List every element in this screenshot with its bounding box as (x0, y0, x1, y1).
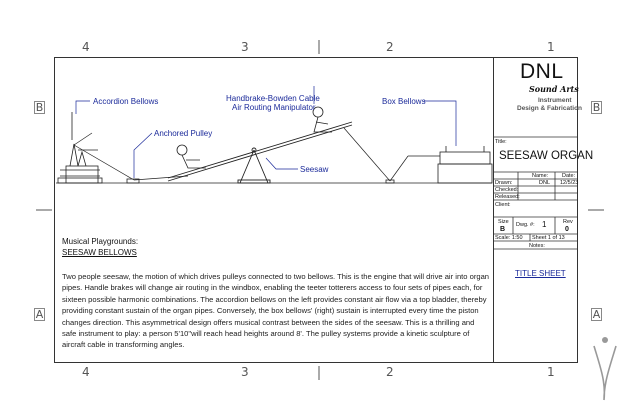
label-handbrake-line2: Air Routing Manipulator (232, 103, 316, 112)
title-value: SEESAW ORGAN (499, 150, 594, 162)
description-paragraph: Two people seesaw, the motion of which d… (62, 272, 490, 350)
sheet-text: Sheet 1 of 13 (532, 235, 565, 241)
zone-left-a: A (34, 308, 45, 321)
date-header: Date: (562, 173, 576, 179)
label-handbrake-line1: Handbrake-Bowden Cable (226, 94, 320, 103)
rev-label: Rev (563, 219, 573, 225)
client-label: Client: (495, 202, 511, 208)
company-line1: Instrument (538, 97, 572, 104)
anchored-pulley-drawing (126, 178, 140, 184)
zone-right-a: A (591, 308, 602, 321)
released-label: Released: (495, 194, 520, 200)
title-block-grid (493, 136, 578, 250)
description-subheading: SEESAW BELLOWS (62, 248, 137, 257)
box-pulley-anchor (385, 179, 395, 184)
size-label: Size (498, 219, 509, 225)
label-box-bellows: Box Bellows (382, 97, 426, 106)
pulley-cables (73, 127, 440, 182)
label-anchored-pulley: Anchored Pulley (154, 129, 213, 138)
box-bellows-drawing (437, 146, 493, 184)
dwg-label: Dwg. #: (516, 222, 535, 228)
label-accordion-bellows: Accordion Bellows (93, 97, 159, 106)
notes-label: Notes: (529, 243, 545, 249)
company-name: DNL (520, 60, 564, 83)
seesaw-drawing (167, 121, 353, 184)
drawn-name: DNL (539, 180, 551, 186)
title-block (493, 57, 578, 363)
drawn-date: 12/5/23 (560, 180, 579, 186)
accordion-bellows-drawing (57, 112, 103, 184)
drawing-frame (54, 57, 578, 363)
zone-top-2: 2 (386, 40, 394, 54)
company-line2: Design & Fabrication (517, 105, 583, 112)
label-seesaw: Seesaw (300, 165, 329, 174)
dwg-value: 1 (542, 220, 547, 229)
size-value: B (500, 226, 506, 233)
corner-logo-icon (593, 337, 617, 401)
title-label: Title: (495, 139, 507, 145)
zone-bottom-3: 3 (241, 365, 249, 379)
zone-left-b: B (34, 101, 45, 114)
zone-bottom-2: 2 (386, 365, 394, 379)
zone-bottom-1: 1 (547, 365, 555, 379)
zone-bottom-4: 4 (82, 365, 90, 379)
name-header: Name: (532, 173, 549, 179)
zone-right-b: B (591, 101, 602, 114)
rev-value: 0 (565, 226, 569, 233)
scale-text: Scale: 1:50 (495, 235, 523, 241)
annotation-leaders (75, 86, 457, 178)
description-heading: Musical Playgrounds: (62, 237, 139, 246)
zone-top-3: 3 (241, 40, 249, 54)
zone-ticks (36, 40, 604, 380)
company-tagline: Sound Arts (529, 84, 579, 94)
zone-top-1: 1 (547, 40, 555, 54)
zone-top-4: 4 (82, 40, 90, 54)
drawn-label: Drawn: (495, 180, 513, 186)
checked-label: Checked: (495, 187, 519, 193)
title-sheet-link[interactable]: TITLE SHEET (515, 269, 566, 278)
rider-figures (176, 106, 332, 169)
